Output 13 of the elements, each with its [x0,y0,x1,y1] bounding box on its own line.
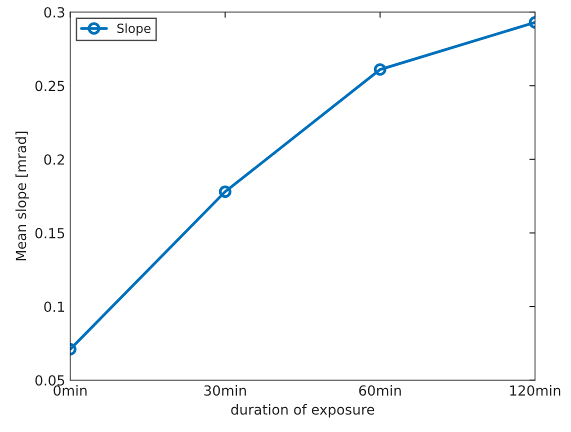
y-tick-label: 0.3 [44,7,64,18]
y-tick-label: 0.2 [44,154,64,165]
y-axis-title: Mean slope [mrad] [15,132,29,260]
x-axis-title: duration of exposure [231,404,374,418]
legend-label: Slope [117,23,150,36]
x-tick-label: 60min [359,385,401,396]
y-tick-label: 0.1 [44,302,64,312]
y-tick-label: 0.05 [35,375,64,386]
x-tick-label: 120min [510,385,560,396]
x-tick-label: 30min [204,385,246,396]
y-tick-label: 0.15 [35,228,64,238]
y-tick-label: 0.25 [35,80,64,92]
x-tick-label: 0min [54,385,87,396]
